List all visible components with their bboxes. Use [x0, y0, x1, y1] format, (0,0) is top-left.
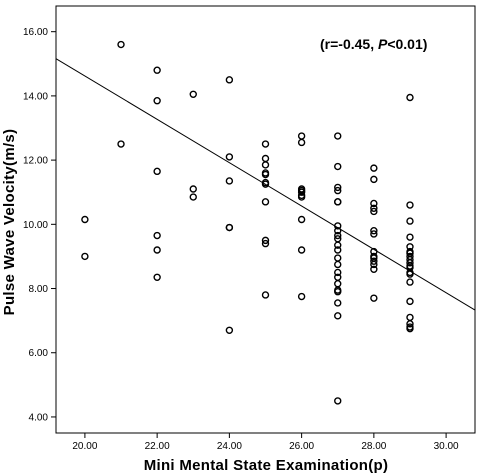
data-point	[153, 97, 161, 105]
data-point	[406, 320, 414, 328]
data-point	[370, 199, 378, 208]
data-point	[334, 268, 342, 277]
data-point	[334, 246, 342, 254]
data-point	[81, 215, 89, 224]
y-tick-label: 10.00	[23, 220, 48, 231]
data-point	[117, 40, 125, 49]
data-point	[225, 223, 234, 232]
data-point	[334, 312, 342, 320]
data-point	[189, 185, 197, 193]
data-point	[261, 161, 270, 169]
data-point	[334, 299, 342, 307]
y-tick-label: 14.00	[23, 91, 48, 102]
y-axis-title: Pulse Wave Velocity(m/s)	[1, 129, 18, 316]
data-point	[370, 175, 378, 184]
y-axis-ticks: 4.00 6.00 8.00 10.00 12.00 14.00 16.00	[23, 27, 56, 423]
data-point	[334, 397, 342, 405]
data-point	[370, 227, 378, 235]
data-point	[153, 246, 161, 254]
data-point	[261, 236, 270, 245]
data-point	[370, 164, 378, 172]
data-point	[225, 153, 234, 161]
y-tick-label: 6.00	[29, 348, 49, 359]
data-point	[370, 265, 378, 273]
data-point	[261, 198, 270, 206]
data-point	[406, 93, 414, 102]
data-point	[297, 138, 306, 147]
data-point	[189, 193, 197, 201]
data-point	[370, 230, 378, 238]
data-point	[334, 235, 342, 243]
plot-area	[55, 5, 476, 434]
annotation-p-italic: P	[378, 36, 388, 52]
data-point	[370, 294, 378, 302]
data-point	[261, 180, 270, 188]
data-point	[406, 297, 414, 306]
data-point	[406, 324, 414, 333]
x-tick-label: 24.00	[217, 441, 242, 452]
plot-frame	[55, 5, 476, 434]
data-point	[406, 201, 414, 209]
data-point	[334, 162, 342, 171]
y-tick-label: 8.00	[29, 284, 49, 295]
data-point	[261, 140, 270, 148]
data-point	[153, 231, 161, 240]
data-point	[406, 217, 414, 225]
data-point	[334, 260, 342, 269]
data-point	[297, 215, 306, 224]
x-tick-label: 28.00	[361, 441, 386, 452]
data-point	[406, 233, 414, 241]
data-point	[370, 260, 378, 269]
x-tick-label: 30.00	[434, 441, 459, 452]
data-point	[261, 239, 270, 248]
regression-line	[55, 58, 476, 311]
data-point	[406, 259, 414, 267]
x-axis-title: Mini Mental State Examination(p)	[144, 457, 389, 474]
data-point	[225, 76, 234, 84]
data-point	[297, 292, 306, 301]
data-point	[297, 246, 306, 254]
correlation-annotation: (r=-0.45, P<0.01)	[320, 36, 427, 52]
data-point	[370, 207, 378, 216]
data-point	[334, 186, 342, 195]
data-point	[153, 66, 161, 74]
data-point	[225, 177, 234, 185]
data-point	[334, 183, 342, 192]
data-point	[297, 186, 306, 195]
data-point	[406, 278, 414, 286]
data-point	[153, 167, 161, 176]
annotation-suffix: <0.01)	[387, 36, 427, 52]
data-point	[189, 90, 197, 98]
data-point	[81, 252, 89, 261]
data-point	[117, 140, 125, 148]
data-point	[334, 231, 342, 240]
y-tick-label: 4.00	[29, 412, 49, 423]
data-point	[334, 273, 342, 281]
data-point	[406, 262, 414, 270]
annotation-prefix: (r=-0.45,	[320, 36, 378, 52]
x-tick-label: 26.00	[289, 441, 314, 452]
data-point	[225, 326, 234, 334]
data-point	[370, 204, 378, 212]
data-point	[334, 132, 342, 140]
data-point	[153, 273, 161, 281]
data-point	[334, 198, 342, 206]
x-tick-label: 22.00	[145, 441, 170, 452]
data-point	[261, 170, 270, 179]
x-tick-label: 20.00	[72, 441, 97, 452]
y-tick-label: 16.00	[23, 27, 48, 38]
data-point	[334, 288, 342, 296]
data-points	[81, 40, 414, 405]
data-point	[370, 257, 378, 265]
x-axis-ticks: 20.00 22.00 24.00 26.00 28.00 30.00	[72, 433, 459, 452]
y-tick-label: 12.00	[23, 156, 48, 167]
data-point	[406, 243, 414, 251]
data-point	[261, 291, 270, 299]
